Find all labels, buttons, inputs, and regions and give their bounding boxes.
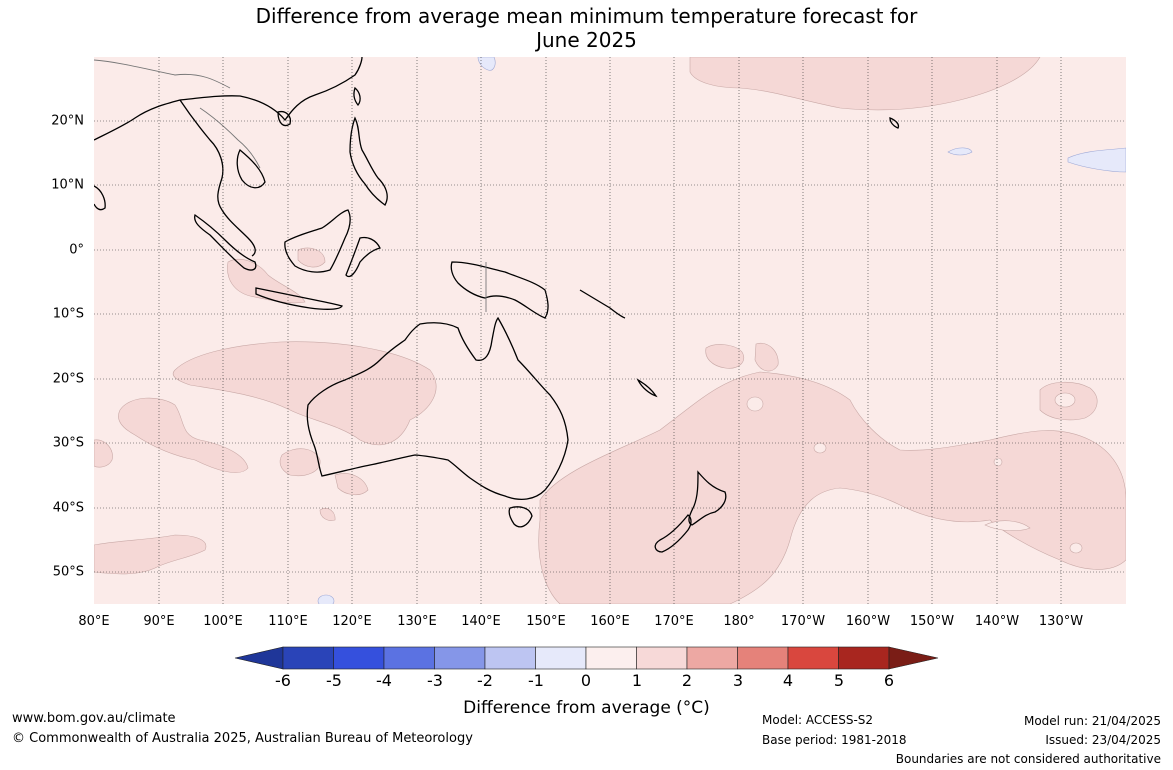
colorbar-tick: -5 <box>326 671 342 690</box>
base-period: Base period: 1981-2018 <box>762 733 907 747</box>
issued-date: Issued: 23/04/2025 <box>1045 733 1161 747</box>
colorbar-tick: -6 <box>275 671 291 690</box>
map-title: Difference from average mean minimum tem… <box>0 4 1173 52</box>
lat-label: 40°S <box>52 500 84 516</box>
lat-label: 0° <box>69 242 84 258</box>
warm-anomaly-regions <box>94 57 1126 604</box>
model-run-date: Model run: 21/04/2025 <box>1023 714 1161 728</box>
lon-label: 150°E <box>526 614 566 629</box>
near-average-pockets <box>746 392 1083 554</box>
title-line-1: Difference from average mean minimum tem… <box>255 4 918 28</box>
colorbar-tick: 1 <box>631 671 643 690</box>
colorbar-tick: 6 <box>883 671 895 690</box>
lon-label: 110°E <box>268 614 308 629</box>
lat-label: 20°N <box>51 113 84 129</box>
colorbar-tick: 3 <box>732 671 744 690</box>
colorbar-tick: -3 <box>427 671 443 690</box>
cool-anomaly-regions <box>317 57 1126 604</box>
lon-label: 120°E <box>332 614 372 629</box>
lat-label: 10°N <box>51 177 84 193</box>
lon-label: 150°W <box>909 614 955 629</box>
lon-label: 160°W <box>845 614 891 629</box>
lat-label: 50°S <box>52 564 84 580</box>
coastlines <box>94 57 900 553</box>
model-name: Model: ACCESS-S2 <box>762 713 874 727</box>
colorbar-tick: -2 <box>477 671 493 690</box>
lon-label: 90°E <box>143 614 175 629</box>
title-line-2: June 2025 <box>536 28 637 52</box>
lon-label: 180° <box>723 614 755 629</box>
colorbar-tick: 5 <box>833 671 845 690</box>
website-link[interactable]: www.bom.gov.au/climate <box>12 711 176 726</box>
lat-label: 20°S <box>52 371 84 387</box>
colorbar-tick: 2 <box>681 671 693 690</box>
lon-label: 140°W <box>974 614 1020 629</box>
lon-label: 100°E <box>203 614 243 629</box>
lon-label: 160°E <box>590 614 630 629</box>
copyright-text: © Commonwealth of Australia 2025, Austra… <box>12 731 473 746</box>
lon-label: 80°E <box>78 614 110 629</box>
forecast-map <box>94 57 1126 604</box>
colorbar-tick: 4 <box>782 671 794 690</box>
lon-label: 170°W <box>780 614 826 629</box>
graticule <box>94 57 1126 604</box>
lon-label: 170°E <box>654 614 694 629</box>
lon-label: 140°E <box>461 614 501 629</box>
boundaries-disclaimer: Boundaries are not considered authoritat… <box>895 752 1161 766</box>
colorbar-tick: 0 <box>580 671 592 690</box>
colorbar-tick: -1 <box>528 671 544 690</box>
lat-label: 10°S <box>52 306 84 322</box>
lon-label: 130°W <box>1038 614 1084 629</box>
lat-label: 30°S <box>52 435 84 451</box>
country-borders <box>94 59 487 312</box>
colorbar-label: Difference from average (°C) <box>463 698 710 718</box>
lon-label: 130°E <box>397 614 437 629</box>
colorbar-tick: -4 <box>376 671 392 690</box>
